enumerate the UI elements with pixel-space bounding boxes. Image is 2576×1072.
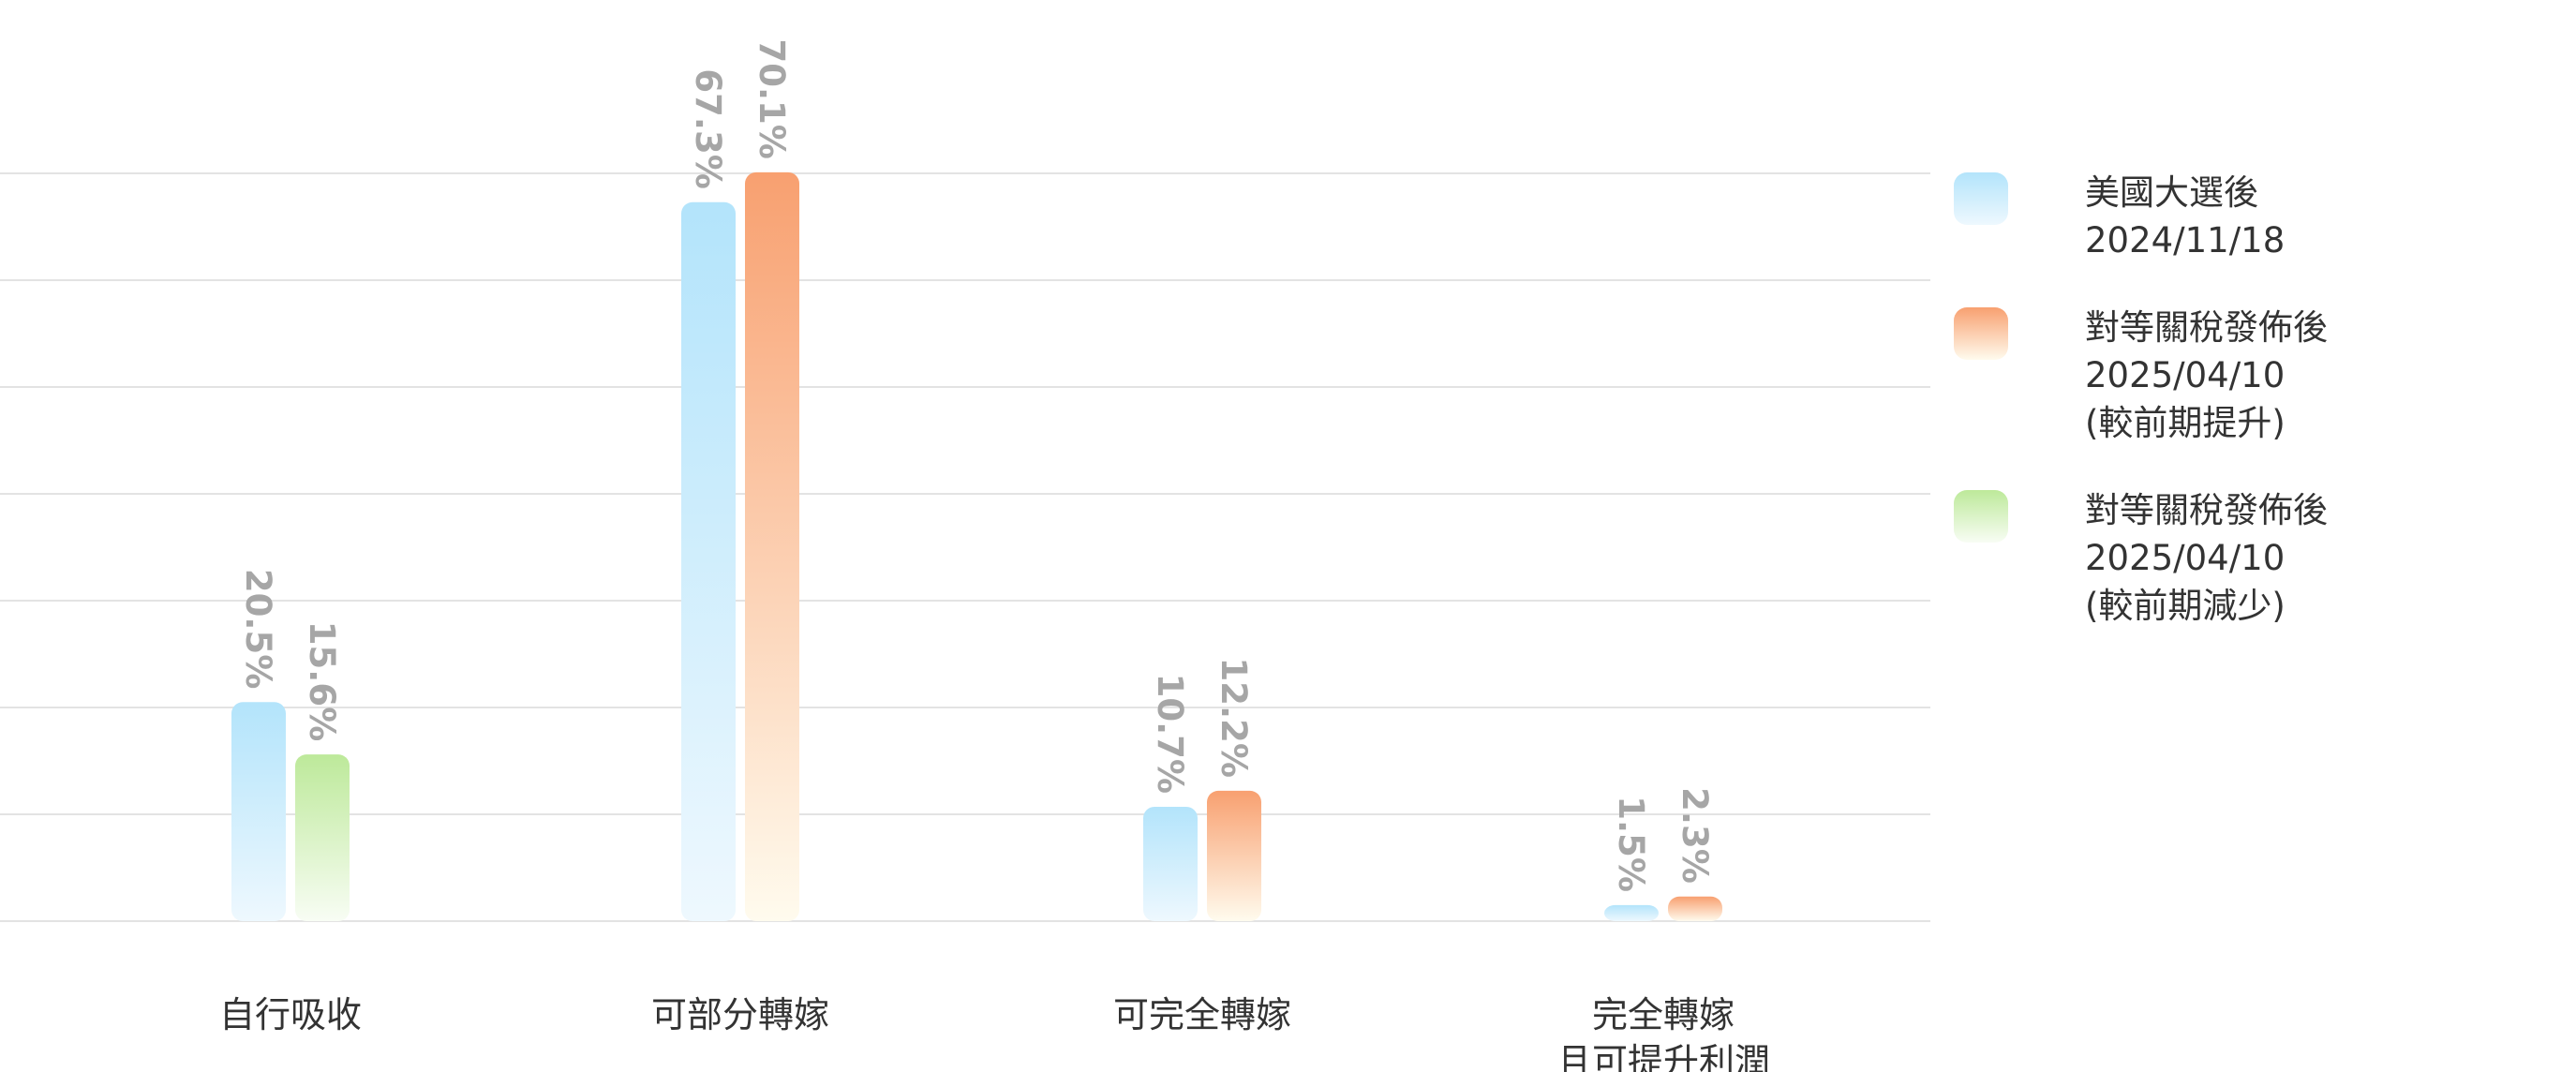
x-tick-label: 且可提升利潤	[1556, 1041, 1770, 1072]
bar	[1604, 904, 1659, 921]
bar	[295, 754, 350, 921]
legend-label: 對等關稅發佈後 2025/04/10 (較前期提升)	[2085, 307, 2328, 443]
data-label: 15.6%	[302, 621, 342, 741]
x-tick-label: 可部分轉嫁	[651, 994, 829, 1035]
legend-swatch	[1954, 307, 2008, 360]
legend-item: 對等關稅發佈後 2025/04/10 (較前期提升)	[1954, 304, 2554, 447]
bar	[1143, 807, 1198, 921]
x-tick-label: 自行吸收	[219, 994, 362, 1035]
data-label: 20.5%	[238, 569, 278, 689]
legend-item: 美國大選後 2024/11/18	[1954, 169, 2554, 264]
bar-chart: 20.5% 15.6% 67.3% 70.1% 10.7% 12.2% 1.5% 2.3% 自…	[0, 38, 1930, 1072]
bars	[231, 171, 1722, 922]
data-label: 70.1%	[752, 38, 792, 158]
bar	[1207, 790, 1261, 921]
data-label: 2.3%	[1675, 787, 1715, 884]
x-tick-label: 完全轉嫁	[1592, 994, 1735, 1035]
legend: 美國大選後 2024/11/18 對等關稅發佈後 2025/04/10 (較前期提升) 對…	[1954, 169, 2554, 669]
bar	[745, 171, 799, 922]
legend-swatch	[1954, 490, 2008, 543]
data-label: 67.3%	[688, 68, 728, 188]
x-tick-label: 可完全轉嫁	[1113, 994, 1291, 1035]
legend-item: 對等關稅發佈後 2025/04/10 (較前期減少)	[1954, 486, 2554, 630]
legend-label: 對等關稅發佈後 2025/04/10 (較前期減少)	[2085, 490, 2328, 626]
bar	[1668, 896, 1722, 921]
legend-label: 美國大選後 2024/11/18	[2085, 172, 2286, 261]
bar	[231, 702, 286, 921]
value-labels: 20.5% 15.6% 67.3% 70.1% 10.7% 12.2% 1.5% 2.3%	[238, 38, 1715, 891]
legend-swatch	[1954, 172, 2008, 225]
bar	[681, 201, 736, 921]
data-label: 12.2%	[1214, 658, 1254, 778]
data-label: 10.7%	[1150, 674, 1190, 794]
data-label: 1.5%	[1611, 796, 1651, 892]
